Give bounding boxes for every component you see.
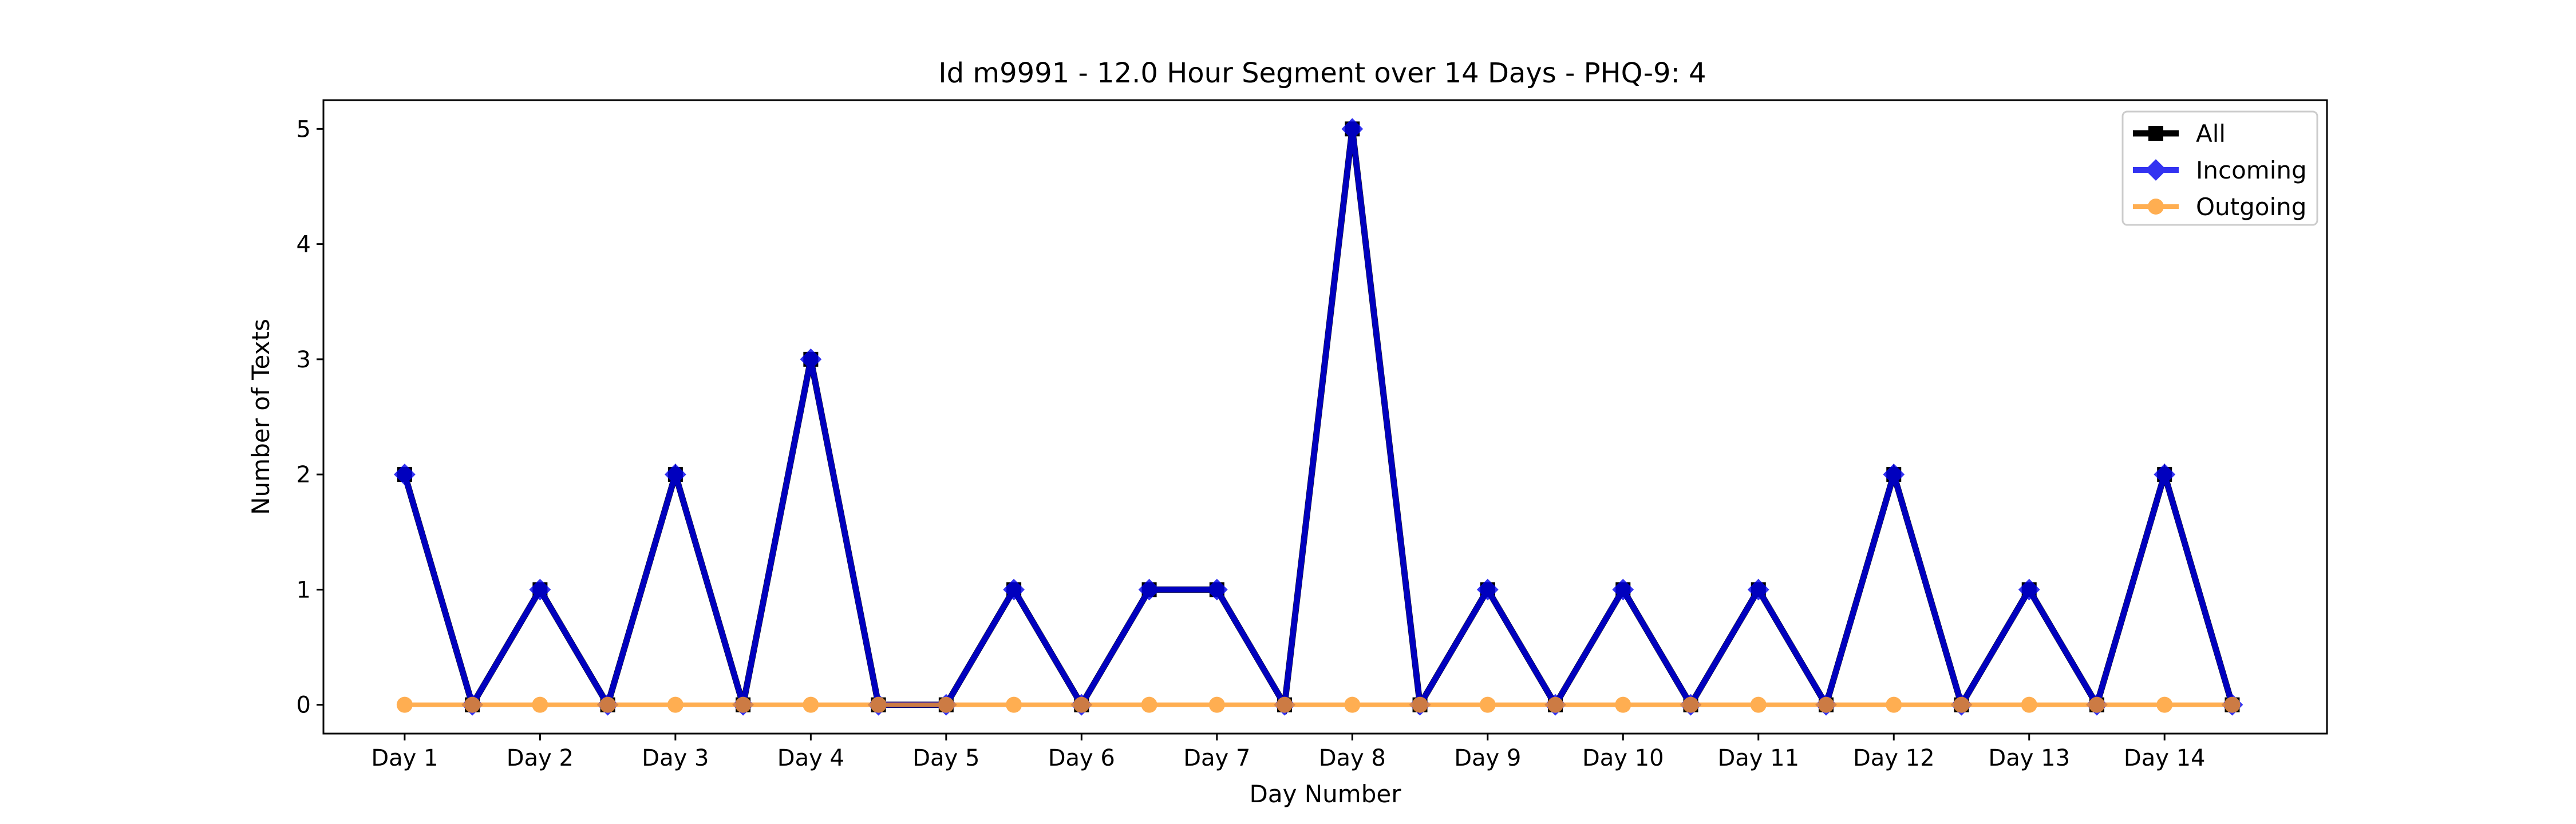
data-point-outgoing [1615, 696, 1631, 713]
data-point-outgoing [1479, 696, 1496, 713]
legend-label-all: All [2196, 120, 2226, 148]
data-point-incoming [2018, 579, 2040, 601]
x-tick-label: Day 10 [1582, 745, 1664, 771]
data-point-outgoing [870, 696, 887, 713]
data-point-incoming [2154, 464, 2176, 486]
data-point-outgoing [1886, 696, 1902, 713]
data-point-incoming [1138, 579, 1160, 601]
data-point-outgoing [735, 696, 752, 713]
x-tick-label: Day 2 [507, 745, 574, 771]
x-tick-label: Day 4 [777, 745, 844, 771]
data-point-outgoing [1344, 696, 1361, 713]
data-point-outgoing [1141, 696, 1157, 713]
data-point-outgoing [1073, 696, 1090, 713]
data-point-incoming [1883, 464, 1905, 486]
data-point-incoming [664, 464, 686, 486]
data-point-outgoing [396, 696, 413, 713]
data-point-incoming [1341, 118, 1364, 140]
x-tick-label: Day 6 [1048, 745, 1115, 771]
x-tick-label: Day 5 [912, 745, 979, 771]
x-tick-label: Day 1 [371, 745, 438, 771]
data-point-outgoing [464, 696, 481, 713]
data-point-outgoing [1682, 696, 1699, 713]
x-tick-label: Day 12 [1853, 745, 1935, 771]
y-axis: 0 1 2 3 4 5 [297, 116, 323, 719]
series-line-incoming [402, 128, 2235, 714]
data-point-outgoing [803, 696, 819, 713]
data-point-outgoing [667, 696, 683, 713]
series-incoming [393, 118, 2243, 716]
series-outgoing [396, 696, 2241, 713]
y-tick-label: 4 [297, 232, 311, 258]
data-point-incoming [529, 579, 551, 601]
data-point-outgoing [1006, 696, 1022, 713]
legend-swatch-incoming [2133, 159, 2179, 181]
data-point-incoming [1003, 579, 1025, 601]
legend-label-incoming: Incoming [2196, 156, 2307, 184]
chart-title: Id m9991 - 12.0 Hour Segment over 14 Day… [938, 57, 1706, 89]
data-point-outgoing [1277, 696, 1293, 713]
data-point-outgoing [1412, 696, 1428, 713]
plot-area [393, 118, 2243, 716]
legend-label-outgoing: Outgoing [2196, 193, 2306, 221]
legend-item-incoming[interactable]: Incoming [2133, 156, 2307, 184]
data-point-outgoing [1750, 696, 1767, 713]
y-tick-label: 0 [297, 692, 311, 719]
y-tick-label: 5 [297, 116, 311, 142]
data-point-incoming [393, 464, 416, 486]
data-point-outgoing [532, 696, 548, 713]
x-tick-label: Day 13 [1988, 745, 2070, 771]
data-point-incoming [1747, 579, 1769, 601]
x-tick-label: Day 11 [1717, 745, 1799, 771]
legend[interactable]: All Incoming Outgoing [2121, 110, 2318, 226]
x-tick-label: Day 7 [1183, 745, 1250, 771]
data-point-outgoing [1818, 696, 1834, 713]
x-tick-label: Day 3 [642, 745, 709, 771]
y-tick-label: 1 [297, 577, 311, 603]
data-point-outgoing [2021, 696, 2037, 713]
data-point-outgoing [2088, 696, 2105, 713]
legend-item-outgoing[interactable]: Outgoing [2133, 193, 2306, 221]
legend-box [2121, 110, 2318, 226]
plot-frame [322, 99, 2328, 735]
legend-swatch-outgoing [2133, 199, 2179, 215]
data-point-incoming [800, 348, 822, 370]
x-tick-label: Day 8 [1319, 745, 1386, 771]
x-axis: Day 1 Day 2 Day 3 Day 4 Day 5 Day 6 Day 7 Day 8… [371, 734, 2206, 771]
x-axis-label: Day Number [1249, 780, 1401, 808]
x-tick-label: Day 9 [1454, 745, 1521, 771]
data-point-outgoing [2156, 696, 2173, 713]
legend-item-all[interactable]: All [2133, 120, 2226, 148]
legend-swatch-all [2133, 126, 2179, 141]
data-point-outgoing [1208, 696, 1225, 713]
data-point-incoming [1476, 579, 1499, 601]
data-point-outgoing [938, 696, 954, 713]
x-tick-label: Day 14 [2124, 745, 2206, 771]
data-point-outgoing [1953, 696, 1970, 713]
y-tick-label: 2 [297, 462, 311, 488]
data-point-outgoing [599, 696, 616, 713]
data-point-incoming [1612, 579, 1634, 601]
y-tick-label: 3 [297, 347, 311, 373]
data-point-outgoing [2224, 696, 2241, 713]
data-point-outgoing [1547, 696, 1564, 713]
y-axis-label: Number of Texts [247, 319, 275, 515]
data-point-incoming [1206, 579, 1228, 601]
